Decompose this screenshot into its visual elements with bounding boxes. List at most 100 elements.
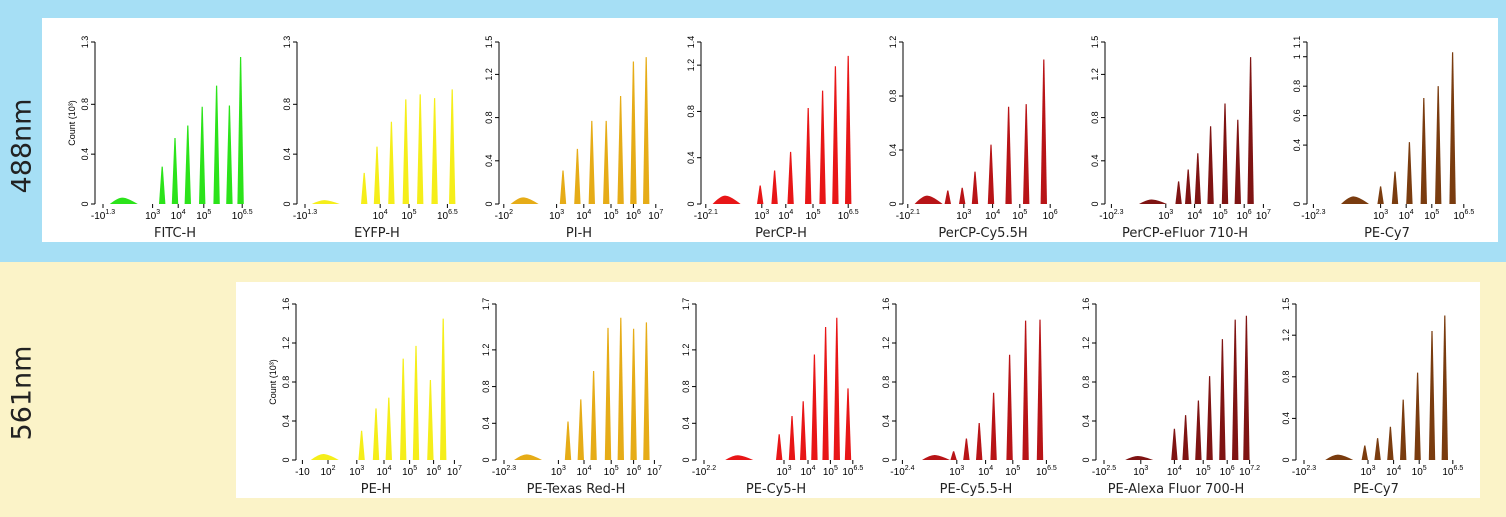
histogram-peak	[976, 422, 983, 460]
histogram-peak	[805, 107, 812, 204]
histogram-peak	[1221, 103, 1229, 204]
y-tick-label: 0.4	[481, 417, 491, 430]
x-tick-label: 103	[349, 465, 364, 478]
histogram-peak	[1022, 320, 1029, 460]
histogram-peak	[1182, 415, 1189, 460]
x-tick-label: 107	[647, 465, 662, 478]
histogram-561nm-4: 0 0.4 0.8 1.2 1.6 -102.5 103 104 105 106 107.2	[1081, 298, 1260, 478]
histogram-peak	[184, 125, 191, 204]
x-tick-label: -102.5	[1092, 465, 1116, 478]
y-tick-label: 1.2	[484, 68, 494, 81]
histogram-peak	[757, 185, 764, 204]
x-tick-label: 105	[805, 209, 820, 222]
histogram-peak	[427, 380, 434, 460]
x-tick-label: 106	[1043, 209, 1058, 222]
x-tick-label: 105	[604, 465, 619, 478]
y-tick-label: 0.8	[1292, 80, 1302, 93]
y-tick-label: 0.4	[1292, 139, 1302, 152]
x-tick-label: 106.5	[842, 465, 863, 478]
x-tick-label: 107	[648, 209, 663, 222]
histogram-peak	[1036, 319, 1044, 460]
histogram-peak	[574, 148, 581, 204]
y-tick-label: 0.4	[80, 148, 90, 161]
row-label-488nm: 488nm	[6, 98, 38, 194]
y-tick-label: 0	[881, 457, 891, 462]
x-tick-label: 104	[171, 209, 186, 222]
x-tick-label: -102.4	[890, 465, 914, 478]
y-tick-label: 1.7	[481, 298, 491, 311]
histogram-peak	[819, 90, 826, 204]
histogram-peak	[417, 94, 424, 204]
histogram-peak	[431, 98, 438, 204]
histogram-peak	[1387, 426, 1394, 460]
row-label-561nm: 561nm	[6, 345, 38, 441]
histogram-peak	[1005, 106, 1012, 204]
chart-panel-488nm	[42, 18, 1498, 242]
x-tick-label: 106	[626, 209, 641, 222]
histogram-peak	[1361, 445, 1368, 460]
histogram-peak	[971, 171, 979, 204]
x-tick-label: 105	[1412, 465, 1427, 478]
histogram-peak	[372, 408, 380, 460]
y-tick-label: 0	[1081, 457, 1091, 462]
histogram-peak	[199, 106, 206, 204]
histogram-peak	[844, 388, 852, 460]
histogram-peak	[1449, 52, 1456, 205]
x-tick-label: 105	[1012, 209, 1027, 222]
y-tick-label: 1.5	[1090, 36, 1100, 49]
y-axis-label: Count (10³)	[268, 359, 278, 405]
histogram-peak	[213, 85, 220, 204]
y-tick-label: 0	[282, 201, 292, 206]
histogram-561nm-5: 0 0.4 0.8 1.2 1.5 -102.3 103 104 105 106.5	[1281, 298, 1463, 478]
histogram-peak	[604, 327, 612, 460]
x-tick-label: -102.2	[692, 465, 716, 478]
x-tick-label: 103	[1133, 465, 1148, 478]
x-tick-label: 106.5	[437, 209, 458, 222]
x-tick-label: -102.1	[896, 209, 920, 222]
histogram-peak	[564, 421, 572, 460]
x-axis-label: PE-Alexa Fluor 700-H	[1107, 482, 1245, 497]
histogram-peak	[987, 144, 995, 204]
histogram-peak	[1374, 438, 1381, 460]
histogram-peak	[402, 99, 409, 204]
histogram-peak	[643, 57, 650, 205]
y-tick-label: 0	[686, 201, 696, 206]
y-tick-label: 0.8	[281, 376, 291, 389]
y-tick-label: 0.4	[888, 144, 898, 157]
x-tick-label: 104	[978, 465, 993, 478]
y-tick-label: 1.2	[881, 337, 891, 350]
histogram-peak	[559, 170, 567, 204]
noise-peak	[914, 195, 943, 204]
histogram-peak	[1391, 171, 1399, 204]
histogram-488nm-0: 0 0.4 0.8 1.3 Count (10³) -101.3 103 104 105 106.…	[67, 36, 253, 222]
y-tick-label: 0.4	[686, 151, 696, 164]
histogram-peak	[1234, 119, 1241, 204]
y-tick-label: 0.4	[484, 155, 494, 168]
histogram-peak	[449, 89, 456, 204]
histogram-peak	[1194, 153, 1201, 204]
x-axis-label: FITC-H	[153, 226, 197, 241]
noise-peak	[922, 454, 950, 460]
x-tick-label: 106.5	[1036, 465, 1057, 478]
histogram-peak	[771, 170, 778, 204]
histogram-peak	[588, 120, 595, 204]
histogram-peak	[776, 434, 783, 460]
y-tick-label: 0.8	[681, 380, 691, 393]
x-axis-label: PerCP-Cy5.5H	[938, 226, 1028, 241]
noise-peak	[1125, 455, 1154, 460]
noise-peak	[1325, 454, 1354, 460]
y-tick-label: 0.8	[80, 98, 90, 111]
histogram-peak	[1219, 339, 1226, 460]
histogram-peak	[385, 397, 392, 460]
histogram-561nm-1: 0 0.4 0.8 1.2 1.7 -102.3 103 104 105 106 107	[481, 298, 662, 478]
y-tick-label: 1.2	[888, 36, 898, 49]
histogram-peak	[822, 326, 829, 460]
x-tick-label: 104	[576, 465, 591, 478]
histogram-peak	[1243, 315, 1250, 460]
y-tick-label: 1.2	[481, 344, 491, 357]
y-tick-label: 1.5	[1281, 298, 1291, 311]
x-axis-label: PE-Cy5.5-H	[939, 482, 1013, 497]
x-tick-label: 103	[754, 209, 769, 222]
y-tick-label: 0.8	[481, 380, 491, 393]
y-tick-label: 0.4	[1281, 412, 1291, 425]
